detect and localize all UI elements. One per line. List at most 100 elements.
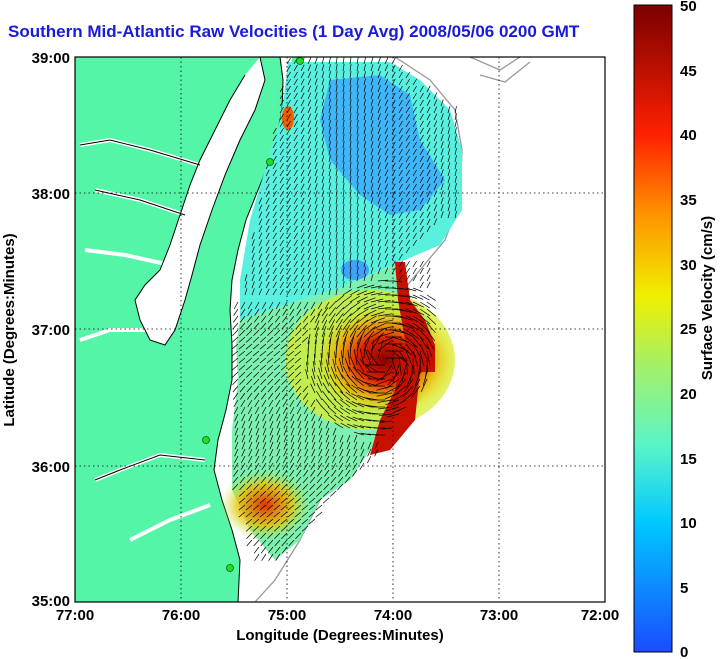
velocity-arrow [248, 413, 253, 422]
velocity-arrow [314, 260, 318, 268]
velocity-arrow [260, 329, 267, 336]
velocity-arrow [370, 232, 374, 240]
velocity-arrow [447, 204, 451, 212]
velocity-arrow [293, 99, 298, 107]
velocity-arrow [279, 225, 284, 233]
velocity-arrow [328, 92, 331, 100]
velocity-arrow [272, 232, 277, 240]
velocity-arrow [359, 348, 365, 366]
velocity-arrow [328, 331, 333, 345]
velocity-arrow [377, 99, 381, 107]
velocity-arrow [253, 546, 260, 554]
velocity-arrow [254, 392, 260, 400]
velocity-arrow [349, 253, 352, 261]
velocity-arrow [254, 406, 260, 415]
velocity-arrow [300, 288, 305, 296]
velocity-arrow [426, 106, 431, 114]
velocity-arrow [370, 317, 386, 324]
velocity-arrow [370, 64, 374, 72]
velocity-arrow [351, 393, 365, 401]
velocity-arrow [454, 106, 457, 114]
velocity-arrow [346, 374, 358, 387]
velocity-arrow [335, 260, 338, 268]
velocity-arrow [273, 350, 281, 357]
velocity-arrow [356, 176, 359, 184]
velocity-arrow [385, 406, 400, 412]
velocity-arrow [412, 190, 417, 198]
velocity-arrow [359, 455, 365, 464]
velocity-arrow [314, 155, 318, 163]
velocity-arrow [233, 399, 239, 407]
velocity-arrow [384, 169, 389, 177]
velocity-arrow [366, 349, 379, 366]
velocity-arrow [286, 253, 291, 261]
y-tick-label: 38:00 [32, 186, 70, 203]
velocity-arrow [267, 329, 274, 336]
velocity-arrow [342, 85, 345, 93]
velocity-arrow [258, 239, 263, 247]
velocity-arrow [419, 204, 424, 212]
x-tick-label: 76:00 [162, 607, 200, 624]
velocity-arrow [335, 232, 338, 240]
velocity-arrow [356, 324, 367, 338]
velocity-arrow [272, 246, 277, 254]
velocity-arrow [265, 260, 270, 268]
velocity-field [220, 57, 462, 561]
velocity-arrow [370, 246, 374, 254]
velocity-arrow [307, 64, 312, 72]
velocity-arrow [240, 399, 246, 407]
velocity-arrow [294, 504, 302, 511]
velocity-arrow [318, 448, 323, 457]
velocity-arrow [294, 336, 302, 343]
velocity-arrow [287, 518, 295, 525]
velocity-arrow [377, 92, 381, 100]
velocity-arrow [287, 490, 295, 497]
velocity-arrow [377, 225, 381, 233]
velocity-arrow [370, 113, 374, 121]
velocity-arrow [288, 476, 295, 484]
velocity-arrow [310, 399, 316, 407]
velocity-arrow [398, 197, 403, 205]
velocity-arrow [384, 99, 389, 107]
velocity-arrow [344, 476, 351, 484]
velocity-arrow [286, 64, 291, 72]
velocity-arrow [280, 490, 288, 497]
velocity-arrow [356, 141, 359, 149]
velocity-arrow [349, 78, 352, 86]
velocity-arrow [273, 518, 281, 525]
velocity-arrow [349, 267, 352, 275]
velocity-arrow [426, 120, 431, 128]
velocity-arrow [321, 267, 325, 275]
velocity-arrow [246, 539, 253, 547]
velocity-arrow [327, 398, 337, 408]
velocity-arrow [274, 532, 281, 539]
velocity-arrow [244, 281, 248, 289]
velocity-arrow [248, 427, 253, 436]
velocity-arrow [261, 392, 267, 400]
velocity-arrow [384, 92, 389, 100]
velocity-arrow [310, 462, 316, 470]
velocity-arrow [328, 99, 331, 107]
velocity-arrow [394, 378, 407, 392]
velocity-arrow [370, 211, 374, 219]
velocity-arrow [238, 343, 246, 350]
velocity-arrow [262, 434, 267, 443]
velocity-arrow [398, 134, 403, 142]
velocity-arrow [272, 190, 277, 198]
velocity-arrow [307, 239, 312, 247]
velocity-arrow [239, 483, 246, 491]
velocity-arrow [363, 204, 366, 212]
velocity-arrow [335, 134, 338, 142]
velocity-arrow [353, 434, 358, 443]
velocity-arrow [447, 106, 451, 114]
velocity-arrow [353, 349, 358, 366]
velocity-arrow [252, 525, 260, 532]
velocity-arrow [342, 64, 345, 72]
velocity-arrow [412, 106, 417, 114]
velocity-arrow [315, 504, 323, 511]
velocity-arrow [311, 448, 316, 457]
velocity-arrow [334, 414, 344, 422]
velocity-arrow [412, 294, 424, 300]
velocity-arrow [286, 190, 291, 198]
velocity-arrow [377, 339, 384, 359]
